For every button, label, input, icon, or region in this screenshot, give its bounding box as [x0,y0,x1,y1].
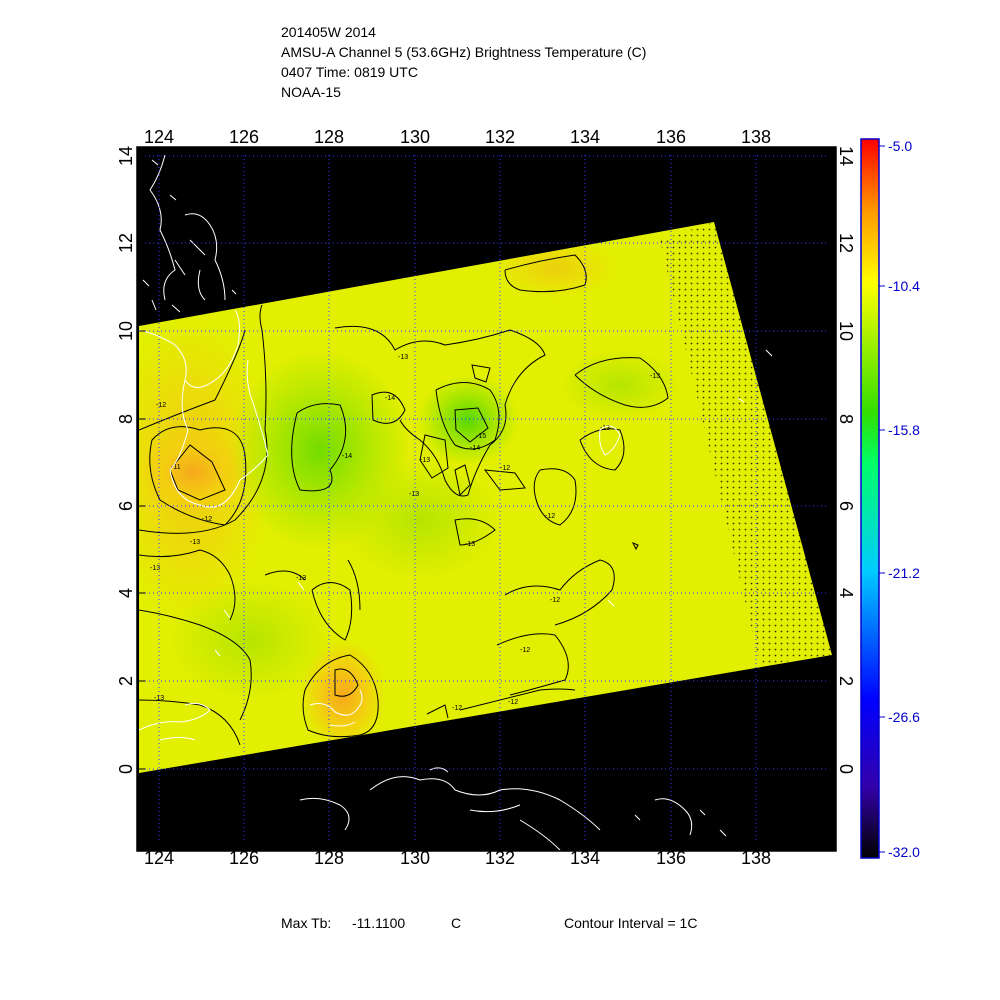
contour-label: -13 [600,425,610,432]
colorbar-label: -15.8 [888,422,920,438]
lat-label: 14 [116,146,136,166]
colorbar-label: -26.6 [888,709,920,725]
lat-label: 8 [116,414,136,424]
contour-label: -15 [476,433,486,440]
contour-label: -12 [452,705,462,712]
contour-interval: Contour Interval = 1C [564,915,698,931]
product-title: AMSU-A Channel 5 (53.6GHz) Brightness Te… [281,44,647,60]
lat-label: 6 [836,501,856,511]
time-label: 0407 Time: 0819 UTC [281,64,418,80]
contour-label: -12 [545,513,555,520]
satellite-label: NOAA-15 [281,84,341,100]
contour-label: -13 [150,565,160,572]
swath-edge-dots [660,222,832,665]
lat-label: 4 [836,588,856,598]
coastline-sulawesi-north [138,702,211,741]
lat-label: 8 [836,414,856,424]
cool-patch-east [560,350,680,420]
contour-label: -14 [342,453,352,460]
graticule [137,147,836,851]
lon-label: 138 [741,848,771,868]
lon-label: 136 [656,848,686,868]
lat-label: 0 [836,764,856,774]
max-tb-value: -11.1100 [352,915,406,931]
lon-label: 132 [485,848,515,868]
lon-label: 124 [144,127,174,147]
title-block: 201405W 2014 AMSU-A Channel 5 (53.6GHz) … [281,22,646,102]
lat-label: 0 [116,764,136,774]
colorbar-ticks [879,145,885,853]
contour-label: -14 [385,395,395,402]
contour-label: -13 [409,491,419,498]
contour-label: -12 [156,402,166,409]
tick-marks [137,147,836,851]
max-tb-unit: C [451,915,462,931]
coastline-mindanao [138,309,269,508]
colorbar-label: -10.4 [888,278,920,294]
coastline-halmahera [309,689,363,727]
colorbar [860,138,880,859]
lon-labels-top: 124 126 128 130 132 134 136 138 [144,127,771,147]
coastline-palau [599,425,621,456]
lat-label: 4 [116,588,136,598]
lon-label: 136 [656,127,686,147]
lat-label: 12 [836,233,856,253]
lon-label: 138 [741,127,771,147]
lat-label: 6 [116,501,136,511]
coastline-samar-leyte [149,154,226,301]
cool-patch-south [170,580,330,700]
contour-labels: -11 -12 -12 -13 -13 -13 -13 -13 -13 -13 … [150,354,660,712]
lon-label: 128 [314,848,344,868]
contour-label: -12 [520,647,530,654]
lon-label: 126 [229,848,259,868]
contour-label: -13 [190,539,200,546]
lat-label: 2 [836,676,856,686]
contour-label: -13 [296,575,306,582]
lon-label: 126 [229,127,259,147]
contour-label: -13 [420,457,430,464]
lon-labels-bottom: 124 126 128 130 132 134 136 138 [144,848,771,868]
cool-anomaly-center [418,375,518,465]
coastlines [138,154,773,851]
lon-label: 134 [570,848,600,868]
lon-label: 128 [314,127,344,147]
warm-anomaly-west [139,427,248,517]
contour-label: -12 [508,699,518,706]
lon-label: 130 [400,848,430,868]
contour-label: -12 [500,465,510,472]
map-frame [136,146,837,852]
max-tb-label: Max Tb: [281,915,332,931]
contour-label: -13 [650,373,660,380]
contour-label: -14 [470,445,480,452]
colorbar-label: -21.2 [888,565,920,581]
coastline-islets-north [142,159,237,313]
colorbar-labels: -5.0 -10.4 -15.8 -21.2 -26.6 -32.0 [888,138,920,860]
colorbar-label: -5.0 [888,138,912,154]
lon-label: 130 [400,127,430,147]
lat-labels-right: 0 2 4 6 8 10 12 14 [836,146,856,774]
lat-label: 12 [116,233,136,253]
lat-label: 2 [116,676,136,686]
colorbar-label: -32.0 [888,844,920,860]
cool-patch-mid [340,460,500,580]
contour-label: -11 [171,464,181,471]
lat-label: 10 [836,321,856,341]
lon-label: 134 [570,127,600,147]
storm-id: 201405W 2014 [281,24,376,40]
lon-label: 124 [144,848,174,868]
coastline-new-guinea-north [299,767,727,851]
lat-label: 14 [836,146,856,166]
contour-label: -13 [398,354,408,361]
contour-label: -12 [550,597,560,604]
contour-lines [139,254,669,746]
contour-label: -13 [154,695,164,702]
lon-label: 132 [485,127,515,147]
lat-labels-left: 0 2 4 6 8 10 12 14 [116,146,136,774]
lat-label: 10 [116,321,136,341]
contour-label: -13 [465,541,475,548]
coastline-islets-east [214,349,773,657]
contour-label: -12 [202,516,212,523]
